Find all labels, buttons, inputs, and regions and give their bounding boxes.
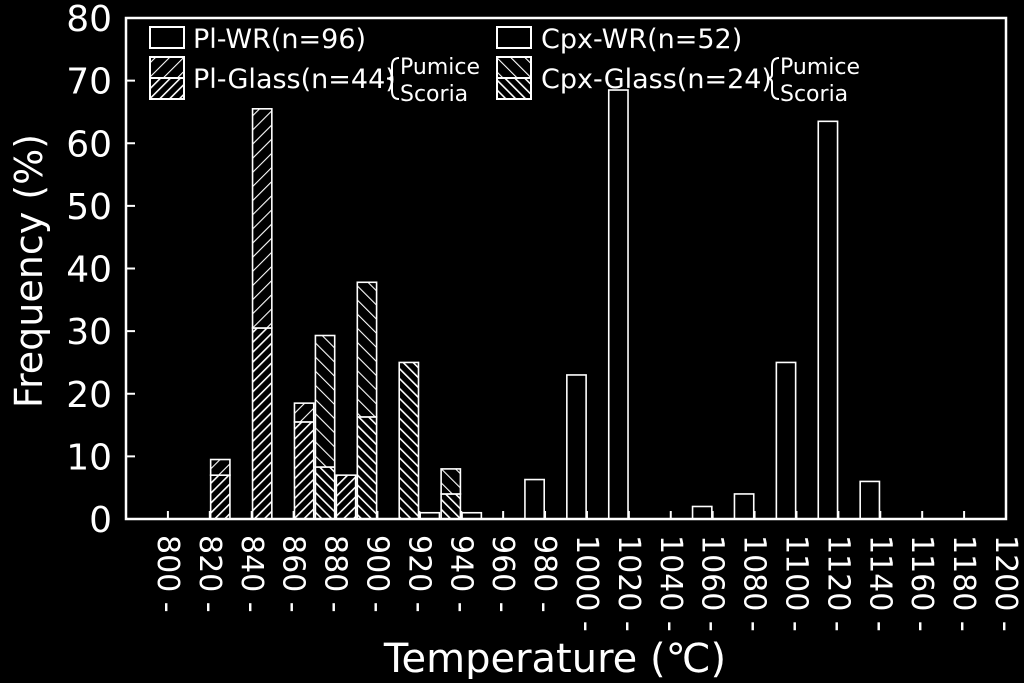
bar-cpx-glass-pumice-5 [356,281,378,418]
legend-label-cpx-scoria: Scoria [780,82,848,107]
bar-pl-glass-pumice-4 [293,402,315,423]
bar-pl-glass-pumice-3 [251,108,273,329]
x-tick-label-8: 960 - [485,535,520,613]
legend-swatch-cpx-pumice [496,56,532,79]
bar-pl-glass-scoria-2 [209,474,231,520]
bar-cpx-glass-scoria-6 [398,361,420,520]
legend-label-pl-wr: Pl-WR(n=96) [193,24,366,55]
bar-pl-glass-scoria-5 [335,474,357,520]
bar-cpx-wr-17 [859,480,881,520]
x-tick-label-14: 1080 - [737,535,772,632]
x-tick-label-3: 860 - [276,535,311,613]
legend-swatch-pl-wr [149,26,185,49]
x-tick-label-18: 1160 - [904,535,939,632]
x-tick-label-4: 880 - [318,535,353,613]
x-tick-label-16: 1120 - [820,535,855,632]
y-tick-label-60: 60 [66,124,112,165]
x-tick-label-5: 900 - [360,535,395,613]
legend-label-pl-pumice: Pumice [400,55,480,80]
x-tick-label-20: 1200 - [988,535,1023,632]
x-axis-label: Temperature (℃) [383,636,726,679]
x-tick-label-7: 940 - [443,535,478,613]
y-axis-label: Frequency (%) [7,134,51,408]
y-tick-label-20: 20 [66,375,112,416]
bar-cpx-wr-9 [524,478,546,520]
y-tick-label-50: 50 [66,187,112,228]
legend-label-pl-scoria: Scoria [400,82,468,107]
y-tick-label-70: 70 [66,62,112,103]
x-tick-label-2: 840 - [234,535,269,613]
x-tick-label-6: 920 - [401,535,436,613]
y-tick-label-10: 10 [66,437,112,478]
x-tick-label-1: 820 - [192,535,227,613]
bar-cpx-glass-pumice-7 [440,468,462,495]
y-tick-label-30: 30 [66,312,112,353]
legend-brace-cpx [766,57,780,100]
legend-label-cpx-wr: Cpx-WR(n=52) [541,24,742,55]
bar-cpx-glass-scoria-4 [314,466,336,520]
y-tick-label-0: 0 [89,500,112,541]
bar-cpx-wr-16 [817,120,839,520]
x-tick-label-0: 800 - [150,535,185,613]
bar-cpx-wr-11 [607,89,629,520]
legend-swatch-pl-scoria [149,77,185,100]
x-tick-label-9: 980 - [527,535,562,613]
bar-pl-glass-scoria-4 [293,421,315,520]
x-tick-label-11: 1020 - [611,535,646,632]
y-tick-label-80: 80 [66,0,112,40]
x-tick-label-10: 1000 - [569,535,604,632]
legend-brace-pl [386,57,400,100]
legend-swatch-cpx-scoria [496,77,532,100]
legend-label-cpx-pumice: Pumice [780,55,860,80]
x-tick-label-12: 1040 - [653,535,688,632]
bar-cpx-wr-13 [691,505,713,520]
bar-cpx-glass-pumice-4 [314,334,336,468]
bar-cpx-glass-scoria-7 [440,493,462,520]
x-tick-label-15: 1100 - [779,535,814,632]
bar-cpx-wr-15 [775,361,797,520]
bar-cpx-glass-scoria-5 [356,416,378,520]
x-tick-label-13: 1060 - [695,535,730,632]
legend-label-pl-glass: Pl-Glass(n=44) [193,64,396,95]
x-tick-label-17: 1140 - [862,535,897,632]
legend-swatch-pl-pumice [149,56,185,79]
legend: Pl-WR(n=96)Pl-Glass(n=44) PumiceScoriaCpx… [149,24,860,107]
bar-pl-glass-scoria-3 [251,327,273,520]
axes-layer: 0 10 20 30 40 50 60 70 80 800 -820 -840 -860 -880… [66,0,1023,632]
bars-layer [209,89,881,520]
legend-label-cpx-glass: Cpx-Glass(n=24) [541,64,772,95]
x-tick-label-19: 1180 - [946,535,981,632]
bar-cpx-wr-14 [733,493,755,520]
bar-cpx-wr-10 [566,374,587,520]
bar-pl-glass-pumice-2 [209,458,231,476]
legend-swatch-cpx-wr [496,26,532,49]
y-tick-label-40: 40 [66,250,112,291]
